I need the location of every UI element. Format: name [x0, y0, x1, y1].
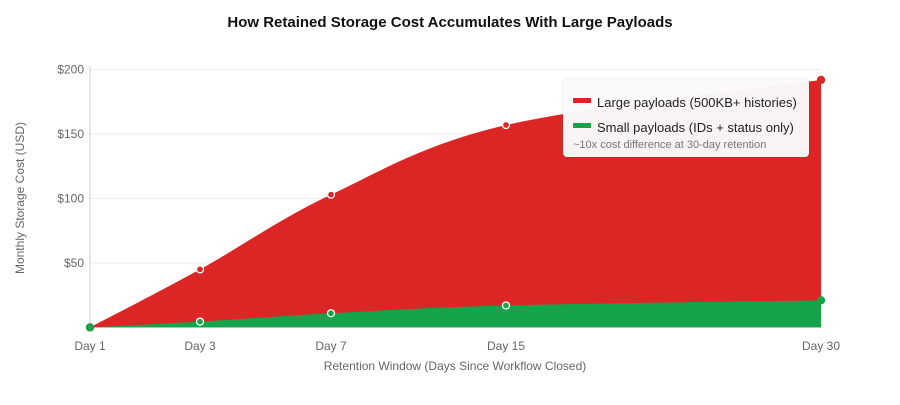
chart-title: How Retained Storage Cost Accumulates Wi… — [227, 14, 673, 31]
y-tick-label: $150 — [57, 127, 84, 141]
x-tick-label: Day 1 — [74, 339, 106, 353]
data-point-large-payloads — [501, 120, 511, 130]
legend-swatch-large — [573, 98, 591, 103]
data-point-large-payloads — [816, 75, 826, 85]
x-tick-label: Day 30 — [802, 339, 840, 353]
data-point-small-payloads — [816, 296, 826, 305]
y-tick-label: $200 — [57, 63, 84, 77]
legend-item-small: Small payloads (IDs + status only) — [573, 120, 794, 135]
data-point-small-payloads — [501, 301, 511, 310]
x-tick-label: Day 3 — [184, 339, 216, 353]
area-small-payloads — [90, 300, 821, 328]
data-point-small-payloads — [85, 323, 95, 332]
legend: Large payloads (500KB+ histories) Small … — [563, 79, 809, 157]
data-point-large-payloads — [195, 265, 205, 274]
y-tick-label: $50 — [64, 256, 84, 270]
legend-annotation: ~10x cost difference at 30-day retention — [573, 139, 767, 151]
y-axis-label: Monthly Storage Cost (USD) — [13, 122, 27, 274]
data-point-small-payloads — [195, 317, 205, 326]
data-point-large-payloads — [326, 190, 336, 199]
x-tick-label: Day 15 — [487, 339, 525, 353]
y-tick-label: $100 — [57, 192, 84, 206]
x-tick-label: Day 7 — [315, 339, 347, 353]
legend-label-large: Large payloads (500KB+ histories) — [597, 95, 797, 110]
legend-swatch-small — [573, 123, 591, 128]
data-point-small-payloads — [326, 309, 336, 318]
legend-label-small: Small payloads (IDs + status only) — [597, 120, 794, 135]
x-axis-label: Retention Window (Days Since Workflow Cl… — [324, 359, 587, 373]
legend-item-large: Large payloads (500KB+ histories) — [573, 95, 797, 110]
